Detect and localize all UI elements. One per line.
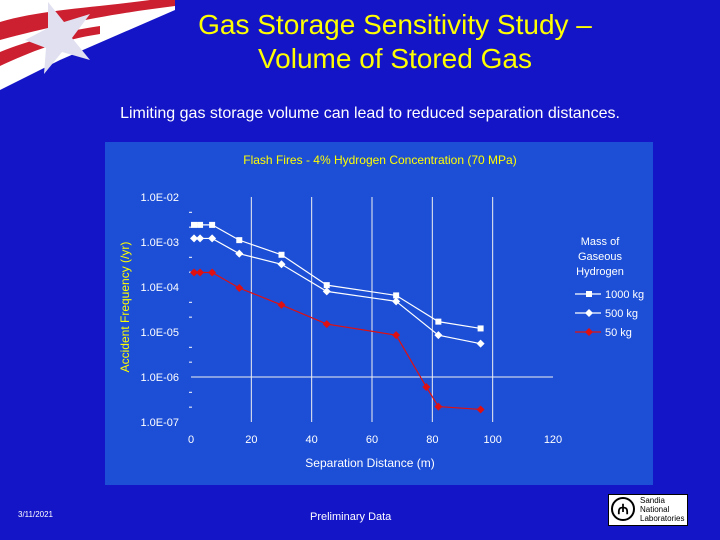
chart-ticks: 1.0E-02 1.0E-03 1.0E-04 1.0E-05 1.0E-06 1.0E-… [140, 192, 562, 446]
legend-title: Hydrogen [576, 266, 624, 278]
data-point [235, 249, 244, 258]
data-point [190, 268, 199, 277]
legend-title: Mass of [581, 236, 620, 248]
data-point [392, 297, 401, 306]
data-point [196, 268, 205, 277]
slide-subtitle: Limiting gas storage volume can lead to … [120, 105, 620, 122]
chart-panel: Flash Fires - 4% Hydrogen Concentration … [105, 142, 653, 485]
slide-date: 3/11/2021 [18, 510, 53, 519]
data-point [235, 284, 244, 293]
data-point [393, 292, 400, 299]
x-tick-label: 0 [188, 434, 194, 446]
chart-grid [191, 197, 553, 422]
data-point [197, 221, 204, 228]
slide-title: Gas Storage Sensitivity Study – Volume o… [160, 8, 630, 76]
y-tick-label: 1.0E-06 [140, 372, 179, 384]
data-point [208, 234, 217, 243]
data-point [277, 300, 286, 309]
thunderbird-icon: ₼ [611, 497, 635, 521]
x-tick-label: 60 [366, 434, 378, 446]
data-point [236, 237, 243, 244]
logo-line-3: Laboratories [640, 514, 685, 523]
data-point [196, 234, 205, 243]
data-point [586, 291, 592, 297]
y-tick-label: 1.0E-03 [140, 237, 179, 249]
data-point [209, 221, 216, 228]
data-point [422, 382, 431, 391]
y-tick-label: 1.0E-02 [140, 192, 179, 204]
data-point [435, 318, 442, 325]
x-tick-label: 80 [426, 434, 438, 446]
legend-label: 500 kg [605, 308, 638, 320]
x-tick-label: 20 [245, 434, 257, 446]
data-point [476, 339, 485, 348]
data-point [208, 268, 217, 277]
chart-xlabel: Separation Distance (m) [305, 456, 434, 470]
y-tick-label: 1.0E-04 [140, 282, 179, 294]
data-point [476, 405, 485, 414]
data-point [477, 325, 484, 332]
data-point [434, 402, 443, 411]
legend-label: 1000 kg [605, 289, 644, 301]
x-tick-label: 40 [306, 434, 318, 446]
x-tick-label: 100 [483, 434, 501, 446]
series-500-kg [190, 234, 485, 348]
title-line-2: Volume of Stored Gas [258, 43, 532, 74]
data-point [322, 287, 331, 296]
series-line [194, 271, 481, 411]
data-point [434, 331, 443, 340]
chart-series [190, 221, 485, 414]
chart-legend: Mass of Gaseous Hydrogen 1000 kg 500 kg 50 kg [575, 236, 644, 339]
data-point [585, 328, 593, 336]
chart-ylabel: Accident Frequency (/yr) [118, 242, 132, 373]
logo-text: Sandia National Laboratories [640, 496, 684, 523]
series-1000-kg [191, 221, 484, 332]
chart: Flash Fires - 4% Hydrogen Concentration … [118, 153, 644, 470]
data-point [191, 221, 198, 228]
series-50-kg [190, 268, 485, 414]
x-tick-label: 120 [544, 434, 562, 446]
logo-line-2: National [640, 505, 670, 514]
sandia-logo: ₼ Sandia National Laboratories [608, 494, 688, 526]
legend-title: Gaseous [578, 251, 623, 263]
data-point [323, 282, 330, 289]
data-point [392, 331, 401, 340]
data-point [190, 234, 199, 243]
flag-logo [0, 0, 175, 90]
logo-line-1: Sandia [640, 496, 665, 505]
data-point [278, 251, 285, 258]
data-point [277, 260, 286, 269]
title-line-1: Gas Storage Sensitivity Study – [198, 9, 592, 40]
legend-label: 50 kg [605, 327, 632, 339]
data-point [322, 320, 331, 329]
footer-note: Preliminary Data [310, 511, 392, 523]
data-point [585, 309, 593, 317]
chart-title: Flash Fires - 4% Hydrogen Concentration … [243, 153, 516, 167]
y-tick-label: 1.0E-07 [140, 417, 179, 429]
y-tick-label: 1.0E-05 [140, 327, 179, 339]
